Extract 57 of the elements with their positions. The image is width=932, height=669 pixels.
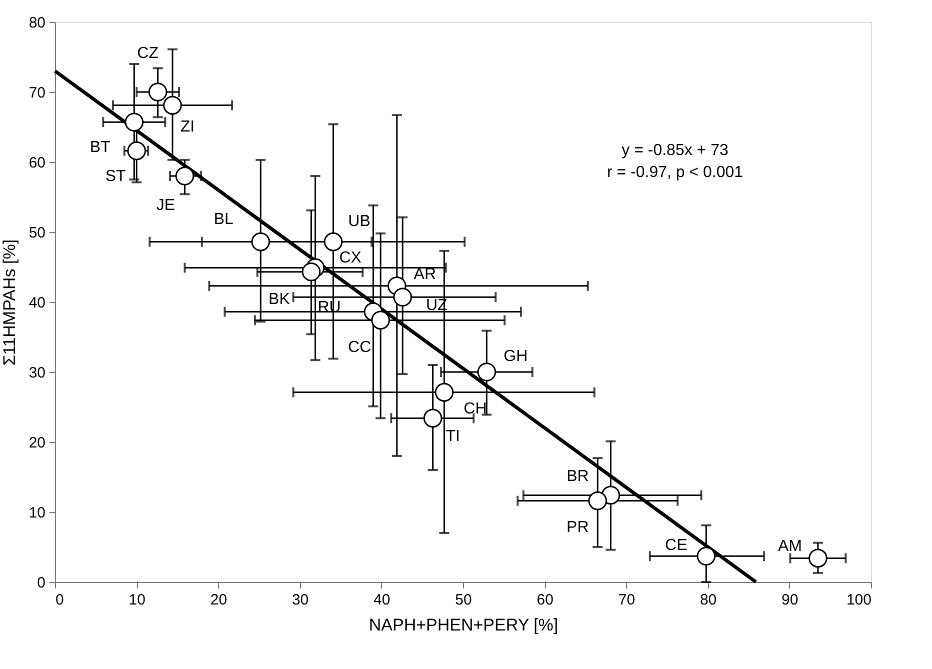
x-tick-label: 20 [210,592,228,608]
point [124,112,144,132]
point [371,310,390,330]
point [324,232,343,252]
x-tick-label: 10 [128,592,146,608]
annotation: BT [90,139,111,156]
point [588,491,608,510]
annotation: UB [348,212,370,230]
annotation: TI [446,428,460,446]
annotation: GH [504,348,528,365]
annotation: y = -0.85x + 73 [622,142,728,159]
y-tick-label: 40 [28,294,46,312]
point [434,382,454,402]
point [148,82,168,102]
x-tick-label: 90 [782,592,798,608]
point [808,548,828,568]
y-tick-label: 50 [28,224,46,242]
annotation: JE [156,197,176,214]
point [477,362,496,382]
y-tick-label: 20 [28,434,46,452]
annotation: BL [214,210,234,228]
y-axis-title: Σ11HMPAHs [%] [0,239,19,366]
annotation: BK [268,290,290,308]
point [302,262,321,282]
point [696,546,716,566]
point [393,288,412,306]
y-tick-label: 0 [37,574,46,592]
y-tick-label: 60 [28,154,46,172]
x-tick-label: 40 [374,592,390,608]
y-tick-label: 70 [28,84,46,102]
x-tick-label: 100 [846,592,872,608]
annotation: CE [665,537,688,554]
x-axis-title: NAPH+PHEN+PERY [%] [368,616,558,634]
annotation: CZ [137,45,159,62]
point [251,232,270,252]
y-tick-label: 10 [28,504,46,522]
point [163,96,182,115]
annotation: CX [339,250,362,267]
x-tick-label: 60 [536,592,554,608]
annotation: ZI [180,118,195,136]
point [175,166,194,186]
x-tick-label: 30 [292,592,309,608]
annotation: PR [566,518,589,536]
y-tick-label: 80 [28,14,46,32]
y-tick-label: 30 [28,364,46,382]
x-tick-label: 80 [700,592,717,608]
annotation: r = -0.97, p < 0.001 [606,164,744,181]
annotation: CC [348,339,372,356]
annotation: ST [105,168,126,185]
annotation: CH [464,400,487,418]
point [423,408,442,428]
x-tick-label: 50 [455,592,472,608]
annotation: BR [566,468,589,486]
x-tick-label: 0 [56,592,64,608]
annotation: AM [778,538,802,556]
point [127,141,146,160]
x-tick-label: 70 [618,592,636,608]
